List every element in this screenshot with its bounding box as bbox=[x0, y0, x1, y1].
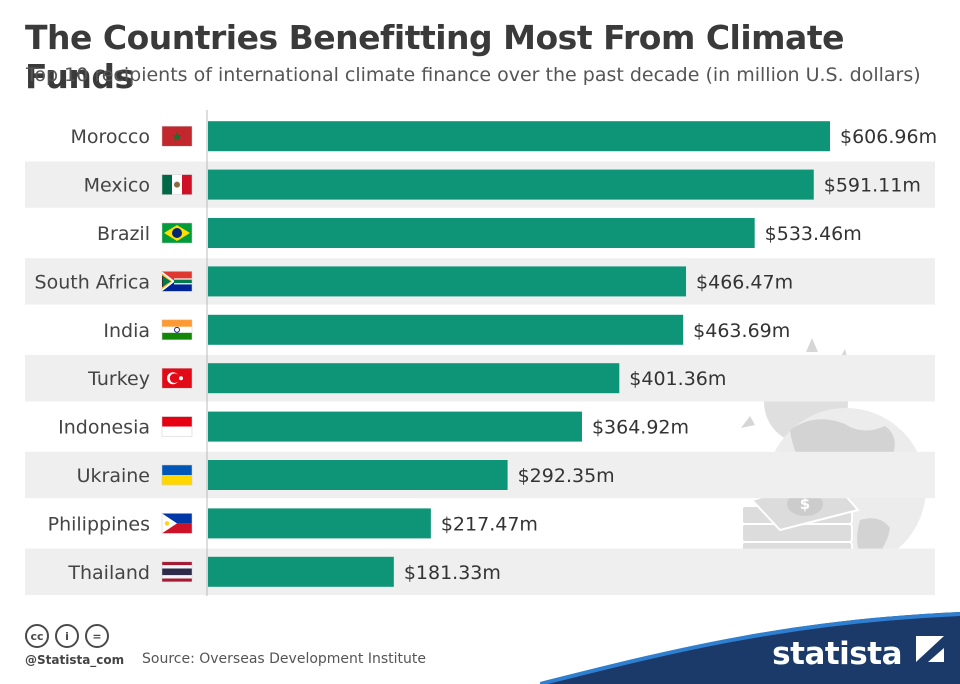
source-note: Source: Overseas Development Institute bbox=[142, 651, 426, 667]
category-label: South Africa bbox=[35, 271, 150, 293]
category-label: Indonesia bbox=[58, 417, 150, 439]
attribution-icon: i bbox=[55, 624, 79, 648]
category-label: Turkey bbox=[87, 368, 150, 390]
bar bbox=[208, 508, 431, 539]
category-label: Brazil bbox=[97, 223, 150, 245]
mexico-flag-icon bbox=[161, 174, 193, 195]
statista-logo-icon bbox=[916, 636, 944, 662]
thailand-flag-icon bbox=[161, 561, 193, 583]
brazil-flag-icon bbox=[161, 222, 193, 244]
morocco-flag-icon: ★ bbox=[161, 125, 193, 147]
data-label: $292.35m bbox=[518, 465, 615, 487]
philippines-flag-icon bbox=[161, 513, 193, 534]
data-label: $364.92m bbox=[592, 417, 689, 439]
data-label: $533.46m bbox=[765, 223, 862, 245]
chart-title: The Countries Benefitting Most From Clim… bbox=[25, 18, 845, 96]
south-africa-flag-icon bbox=[161, 271, 193, 292]
data-label: $181.33m bbox=[404, 562, 501, 584]
bar bbox=[208, 314, 684, 345]
no-derivatives-icon: = bbox=[85, 624, 109, 648]
category-label: India bbox=[103, 320, 150, 342]
bar bbox=[208, 363, 620, 394]
category-label: Thailand bbox=[67, 562, 150, 584]
statista-handle: @Statista_com bbox=[25, 653, 125, 667]
india-flag-icon bbox=[161, 319, 193, 341]
category-label: Morocco bbox=[70, 126, 150, 148]
bar bbox=[208, 121, 830, 152]
turkey-flag-icon bbox=[161, 367, 193, 389]
indonesia-flag-icon bbox=[161, 416, 193, 437]
license-icons: cc i = bbox=[25, 624, 109, 648]
data-label: $466.47m bbox=[696, 271, 793, 293]
svg-text:★: ★ bbox=[171, 129, 183, 144]
bar bbox=[208, 169, 814, 200]
svg-text:$: $ bbox=[800, 495, 810, 513]
data-label: $606.96m bbox=[840, 126, 937, 148]
category-label: Ukraine bbox=[77, 465, 150, 487]
category-label: Philippines bbox=[48, 513, 150, 535]
data-label: $401.36m bbox=[629, 368, 726, 390]
ukraine-flag-icon bbox=[161, 464, 193, 486]
statista-logo: statista bbox=[772, 636, 902, 672]
creative-commons-icon: cc bbox=[25, 624, 49, 648]
bar bbox=[208, 556, 394, 587]
data-label: $591.11m bbox=[824, 175, 921, 197]
brand-band bbox=[540, 612, 960, 684]
category-label: Mexico bbox=[84, 175, 150, 197]
bar bbox=[208, 218, 755, 248]
bar bbox=[208, 460, 508, 490]
data-label: $217.47m bbox=[441, 513, 538, 535]
bar bbox=[208, 411, 582, 442]
bar bbox=[208, 266, 687, 297]
data-label: $463.69m bbox=[693, 320, 790, 342]
chart-subtitle: Top 10 recipients of international clima… bbox=[26, 64, 921, 86]
